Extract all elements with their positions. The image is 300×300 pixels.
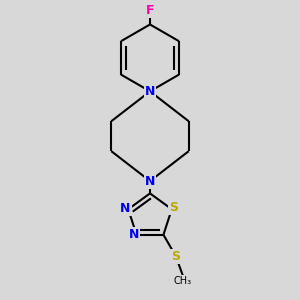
Text: S: S <box>171 250 180 262</box>
Text: N: N <box>120 202 130 214</box>
Text: N: N <box>145 85 155 98</box>
Text: N: N <box>129 228 139 241</box>
Text: N: N <box>145 175 155 188</box>
Text: F: F <box>146 4 154 17</box>
Text: CH₃: CH₃ <box>174 276 192 286</box>
Text: S: S <box>169 201 178 214</box>
